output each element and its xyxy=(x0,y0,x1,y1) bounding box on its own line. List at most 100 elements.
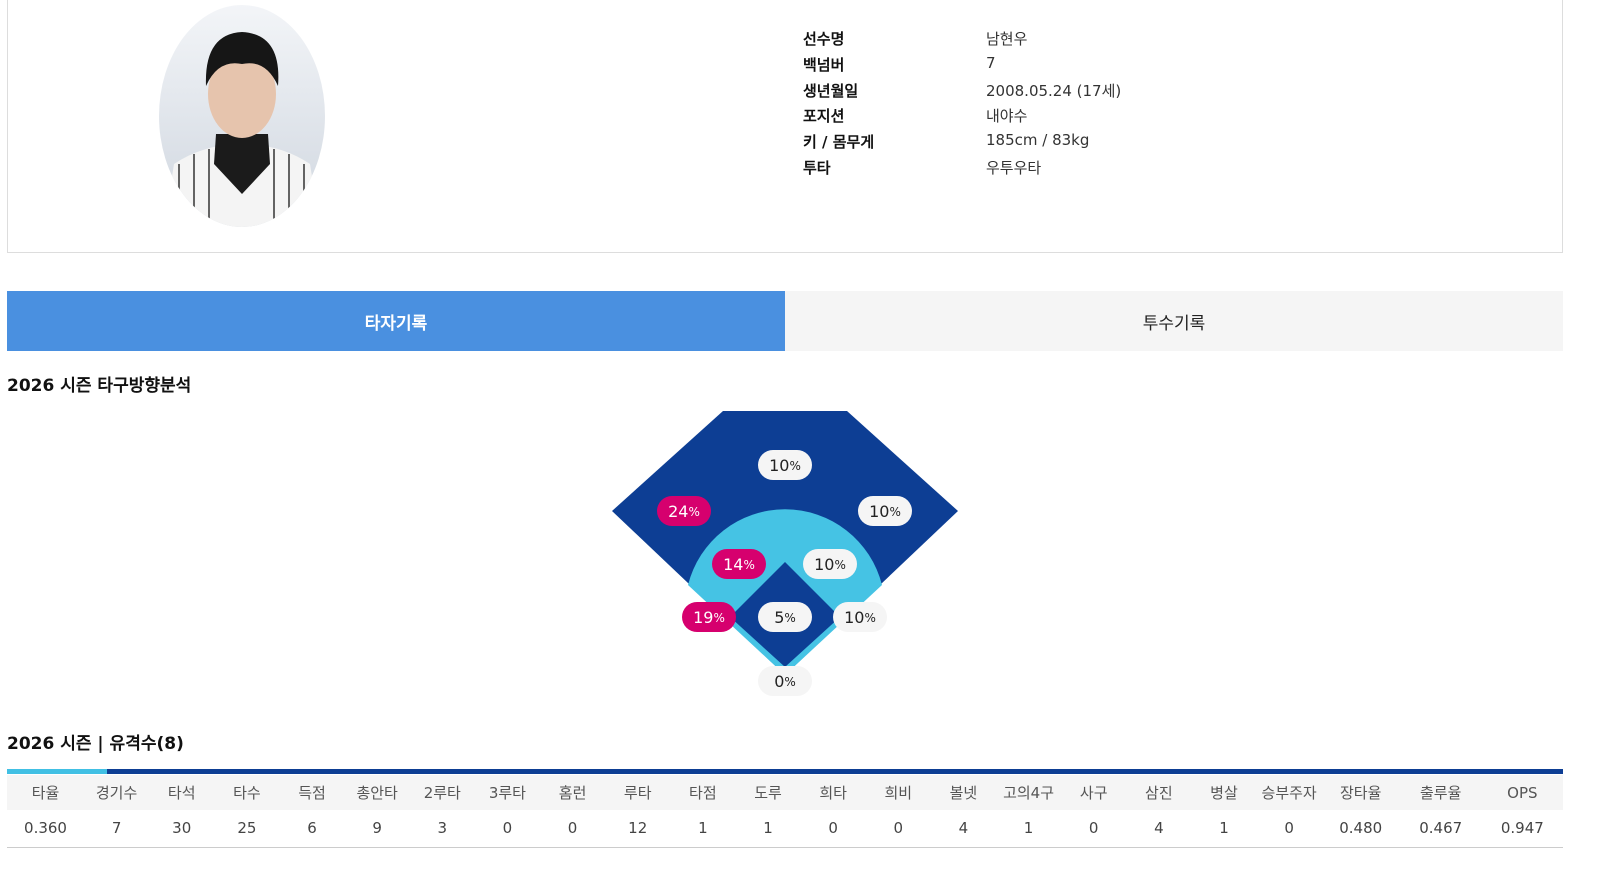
cell: 1 xyxy=(735,810,801,848)
info-row: 선수명 남현우 xyxy=(803,28,1121,54)
zone-pill: 24% xyxy=(657,496,711,526)
zone-pill: 0% xyxy=(758,666,812,696)
zone-unit: % xyxy=(743,558,754,572)
column-header: 타석 xyxy=(149,775,215,810)
column-header: 홈런 xyxy=(540,775,606,810)
column-header: 루타 xyxy=(605,775,671,810)
cell: 0 xyxy=(1256,810,1322,848)
cell: 0 xyxy=(800,810,866,848)
pill-bg xyxy=(758,666,812,696)
column-header: 장타율 xyxy=(1321,775,1400,810)
info-label: 포지션 xyxy=(803,107,845,126)
zone-pill: 19% xyxy=(682,602,736,632)
cell: 3 xyxy=(409,810,475,848)
zone-unit: % xyxy=(784,675,795,689)
pill-bg xyxy=(833,602,887,632)
column-header: 득점 xyxy=(279,775,345,810)
pill-bg xyxy=(803,549,857,579)
info-value: 185cm / 83kg xyxy=(986,131,1090,150)
cell: 25 xyxy=(214,810,280,848)
bar-accent xyxy=(7,769,107,774)
column-header: 희비 xyxy=(865,775,931,810)
info-label: 선수명 xyxy=(803,30,845,48)
section-title: 2026 시즌 | 유격수(8) xyxy=(7,734,184,754)
cell: 30 xyxy=(149,810,215,848)
pill-bg xyxy=(657,496,711,526)
cell: 1 xyxy=(1191,810,1257,848)
info-row: 백넘버 7 xyxy=(803,54,1121,80)
header-row: 타율 경기수 타석 타수 득점 총안타 2루타 3루타 홈런 루타 타점 도루 희타 희비 볼넷 고의4구 사구… xyxy=(7,775,1563,810)
info-row: 생년월일 2008.05.24 (17세) xyxy=(803,80,1121,106)
cell: 0.947 xyxy=(1481,810,1563,848)
cell: 7 xyxy=(84,810,150,848)
cell: 4 xyxy=(930,810,996,848)
zone-pct: 14 xyxy=(723,555,743,574)
cell: 0 xyxy=(474,810,540,848)
column-header: 승부주자 xyxy=(1256,775,1322,810)
zone-pill: 10% xyxy=(858,496,912,526)
profile-card: 선수명 남현우 백넘버 7 생년월일 2008.05.24 (17세) 포지션 내야수 키 / … xyxy=(7,0,1563,253)
column-header: 타수 xyxy=(214,775,280,810)
info-row: 투타 우투우타 xyxy=(803,157,1121,183)
zone-pct: 19 xyxy=(693,608,713,627)
cell: 0.467 xyxy=(1399,810,1482,848)
column-header: 타율 xyxy=(7,775,85,810)
zone-label: 10% xyxy=(814,555,846,574)
zone-pct: 10 xyxy=(769,456,789,475)
info-list: 선수명 남현우 백넘버 7 생년월일 2008.05.24 (17세) 포지션 내야수 키 / … xyxy=(803,28,1121,183)
column-header: 볼넷 xyxy=(930,775,996,810)
zone-label: 0% xyxy=(774,672,796,691)
hit-direction-field: 10%24% 10%14% 10%19% 5% 10%0% xyxy=(612,411,958,696)
zone-unit: % xyxy=(889,505,900,519)
zone-pct: 24 xyxy=(668,502,688,521)
zone-pill: 5% xyxy=(758,602,812,632)
zone-label: 10% xyxy=(844,608,876,627)
column-header: 사구 xyxy=(1061,775,1127,810)
column-header: 삼진 xyxy=(1126,775,1192,810)
pill-bg xyxy=(758,450,812,480)
info-label: 투타 xyxy=(803,158,831,177)
zone-pill: 10% xyxy=(758,450,812,480)
stats-table: 타율 경기수 타석 타수 득점 총안타 2루타 3루타 홈런 루타 타점 도루 희타 희비 볼넷 고의4구 사구… xyxy=(7,775,1563,848)
cell: 0.480 xyxy=(1321,810,1400,848)
tab-bar: 타자기록 투수기록 xyxy=(7,291,1563,351)
info-value: 우투우타 xyxy=(986,158,1042,177)
column-header: 타점 xyxy=(670,775,736,810)
zone-pct: 5 xyxy=(774,608,784,627)
zone-label: 10% xyxy=(869,502,901,521)
pill-bg xyxy=(712,549,766,579)
column-header: 고의4구 xyxy=(995,775,1062,810)
zone-pct: 10 xyxy=(844,608,864,627)
info-value: 7 xyxy=(986,53,996,72)
info-value: 2008.05.24 (17세) xyxy=(986,81,1122,100)
column-header: 도루 xyxy=(735,775,801,810)
info-row: 키 / 몸무게 185cm / 83kg xyxy=(803,131,1121,157)
info-label: 키 / 몸무게 xyxy=(803,133,875,152)
pill-bg xyxy=(758,602,812,632)
zone-unit: % xyxy=(834,558,845,572)
table-top-bar xyxy=(7,769,1563,774)
column-header: 병살 xyxy=(1191,775,1257,810)
cell: 1 xyxy=(995,810,1062,848)
tab[interactable]: 타자기록 xyxy=(7,291,785,351)
cell: 1 xyxy=(670,810,736,848)
data-row: 0.360 7 30 25 6 9 3 0 0 12 1 1 0 0 4 1 0 4 1 0 0.480 0.467 0.9… xyxy=(7,810,1563,848)
pill-bg xyxy=(682,602,736,632)
info-value: 남현우 xyxy=(986,30,1028,48)
info-label: 백넘버 xyxy=(803,55,845,74)
column-header: 희타 xyxy=(800,775,866,810)
zone-label: 19% xyxy=(693,608,725,627)
cell: 0 xyxy=(865,810,931,848)
cell: 0 xyxy=(540,810,606,848)
column-header: 2루타 xyxy=(409,775,475,810)
zone-label: 5% xyxy=(774,608,796,627)
section-title: 2026 시즌 타구방향분석 xyxy=(7,376,192,396)
pill-bg xyxy=(858,496,912,526)
column-header: 출루율 xyxy=(1399,775,1482,810)
zone-pill: 10% xyxy=(803,549,857,579)
zone-label: 10% xyxy=(769,456,801,475)
zone-pct: 0 xyxy=(774,672,784,691)
zone-pct: 10 xyxy=(869,502,889,521)
zone-unit: % xyxy=(784,611,795,625)
tab[interactable]: 투수기록 xyxy=(785,291,1563,351)
